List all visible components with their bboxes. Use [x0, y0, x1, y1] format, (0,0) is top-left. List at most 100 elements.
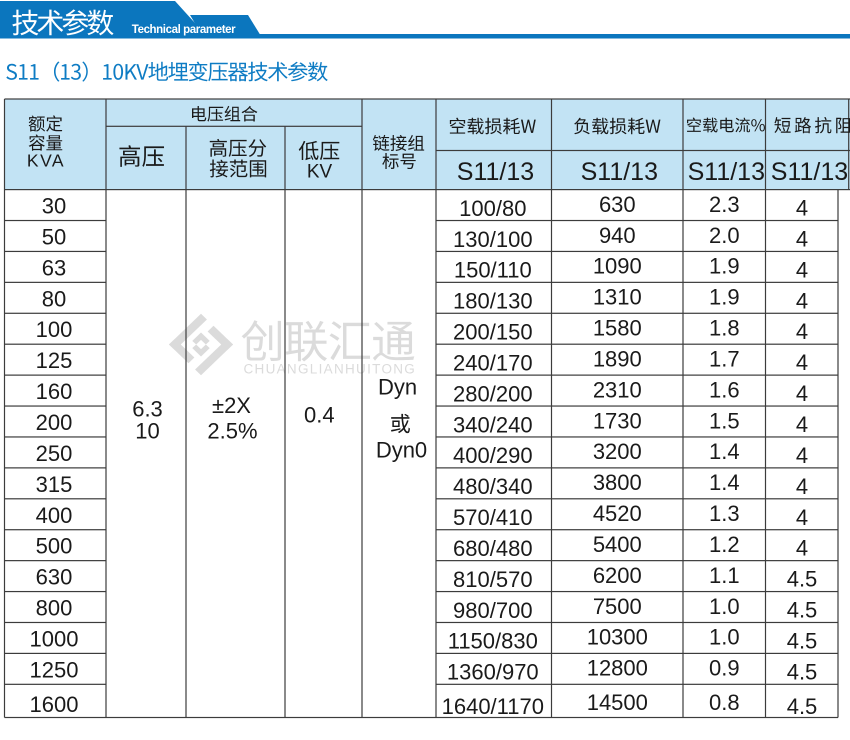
- svg-text:Dyn0: Dyn0: [376, 438, 427, 463]
- svg-text:4: 4: [796, 319, 808, 344]
- svg-text:315: 315: [36, 472, 73, 497]
- svg-text:4520: 4520: [593, 501, 642, 526]
- svg-text:1150/830: 1150/830: [448, 629, 538, 654]
- svg-text:200: 200: [36, 410, 73, 435]
- svg-text:810/570: 810/570: [453, 567, 533, 592]
- svg-text:4.5: 4.5: [787, 694, 818, 719]
- svg-text:240/170: 240/170: [453, 351, 533, 376]
- svg-text:4.5: 4.5: [787, 628, 818, 653]
- svg-text:10300: 10300: [587, 625, 648, 650]
- svg-text:4: 4: [796, 196, 808, 221]
- svg-text:2.3: 2.3: [709, 192, 740, 217]
- svg-text:4: 4: [796, 412, 808, 437]
- svg-text:S11/13: S11/13: [457, 158, 534, 186]
- svg-text:100/80: 100/80: [459, 196, 526, 221]
- svg-text:1.8: 1.8: [709, 316, 740, 341]
- svg-text:3800: 3800: [593, 470, 642, 495]
- svg-text:940: 940: [599, 223, 636, 248]
- svg-text:1600: 1600: [30, 692, 79, 717]
- svg-text:0.8: 0.8: [709, 690, 740, 715]
- svg-text:680/480: 680/480: [453, 536, 533, 561]
- svg-text:1890: 1890: [593, 347, 642, 372]
- svg-text:80: 80: [42, 286, 66, 311]
- svg-text:1360/970: 1360/970: [447, 660, 539, 685]
- svg-text:Dyn: Dyn: [378, 375, 417, 400]
- svg-text:160: 160: [36, 379, 73, 404]
- svg-text:125: 125: [36, 348, 73, 373]
- svg-text:0.4: 0.4: [304, 402, 335, 427]
- svg-text:1640/1170: 1640/1170: [442, 694, 544, 719]
- svg-text:1.0: 1.0: [709, 594, 740, 619]
- svg-text:500: 500: [36, 534, 73, 559]
- svg-text:4: 4: [796, 350, 808, 375]
- svg-text:570/410: 570/410: [453, 505, 533, 530]
- svg-text:30: 30: [42, 194, 66, 219]
- svg-text:4: 4: [796, 381, 808, 406]
- svg-text:1580: 1580: [593, 316, 642, 341]
- svg-text:4.5: 4.5: [787, 567, 818, 592]
- svg-text:200/150: 200/150: [453, 320, 533, 345]
- svg-text:1.4: 1.4: [709, 439, 740, 464]
- svg-text:340/240: 340/240: [453, 412, 533, 437]
- svg-text:S11/13: S11/13: [771, 158, 848, 186]
- svg-text:KVA: KVA: [27, 151, 65, 171]
- svg-text:1.4: 1.4: [709, 470, 740, 495]
- svg-text:±2X: ±2X: [212, 393, 251, 418]
- svg-text:1250: 1250: [30, 657, 79, 682]
- svg-text:1.7: 1.7: [709, 347, 740, 372]
- svg-text:4: 4: [796, 443, 808, 468]
- svg-text:630: 630: [36, 565, 73, 590]
- svg-text:4.5: 4.5: [787, 659, 818, 684]
- svg-text:Technical parameter: Technical parameter: [132, 24, 236, 36]
- svg-text:100: 100: [36, 317, 73, 342]
- svg-text:250: 250: [36, 441, 73, 466]
- svg-text:800: 800: [36, 596, 73, 621]
- svg-text:S11/13: S11/13: [581, 158, 658, 186]
- svg-text:4: 4: [796, 257, 808, 282]
- svg-text:1310: 1310: [593, 285, 642, 310]
- svg-text:6.3: 6.3: [132, 396, 163, 421]
- svg-text:KV: KV: [307, 161, 333, 182]
- svg-text:2.5%: 2.5%: [207, 418, 257, 443]
- svg-text:2310: 2310: [593, 377, 642, 402]
- svg-text:4: 4: [796, 505, 808, 530]
- svg-text:1.6: 1.6: [709, 377, 740, 402]
- svg-text:2.0: 2.0: [709, 223, 740, 248]
- svg-text:6200: 6200: [593, 563, 642, 588]
- svg-text:S11/13: S11/13: [688, 158, 765, 186]
- svg-text:1.1: 1.1: [709, 563, 740, 588]
- svg-text:7500: 7500: [593, 594, 642, 619]
- svg-text:980/700: 980/700: [453, 598, 533, 623]
- svg-text:400/290: 400/290: [453, 443, 533, 468]
- svg-text:1.0: 1.0: [709, 625, 740, 650]
- svg-text:4: 4: [796, 474, 808, 499]
- svg-text:CHUANGLIANHUITONG: CHUANGLIANHUITONG: [243, 361, 416, 376]
- svg-text:130/100: 130/100: [453, 227, 533, 252]
- svg-text:180/130: 180/130: [453, 289, 533, 314]
- svg-text:280/200: 280/200: [453, 381, 533, 406]
- svg-text:1.2: 1.2: [709, 532, 740, 557]
- svg-text:1.5: 1.5: [709, 408, 740, 433]
- svg-text:1.9: 1.9: [709, 254, 740, 279]
- svg-text:1.3: 1.3: [709, 501, 740, 526]
- svg-text:4: 4: [796, 536, 808, 561]
- svg-text:1730: 1730: [593, 408, 642, 433]
- svg-text:150/110: 150/110: [454, 258, 532, 283]
- svg-text:4: 4: [796, 227, 808, 252]
- svg-text:10: 10: [135, 418, 159, 443]
- svg-text:63: 63: [42, 255, 66, 280]
- svg-text:4: 4: [796, 288, 808, 313]
- svg-text:3200: 3200: [593, 439, 642, 464]
- svg-text:1090: 1090: [593, 254, 642, 279]
- svg-text:5400: 5400: [593, 532, 642, 557]
- svg-text:1000: 1000: [30, 626, 79, 651]
- svg-text:4.5: 4.5: [787, 598, 818, 623]
- svg-text:12800: 12800: [587, 656, 648, 681]
- svg-text:0.9: 0.9: [709, 656, 740, 681]
- svg-text:14500: 14500: [587, 690, 648, 715]
- svg-text:630: 630: [599, 192, 636, 217]
- svg-text:400: 400: [36, 503, 73, 528]
- svg-text:50: 50: [42, 225, 66, 250]
- svg-text:1.9: 1.9: [709, 285, 740, 310]
- svg-text:480/340: 480/340: [453, 474, 533, 499]
